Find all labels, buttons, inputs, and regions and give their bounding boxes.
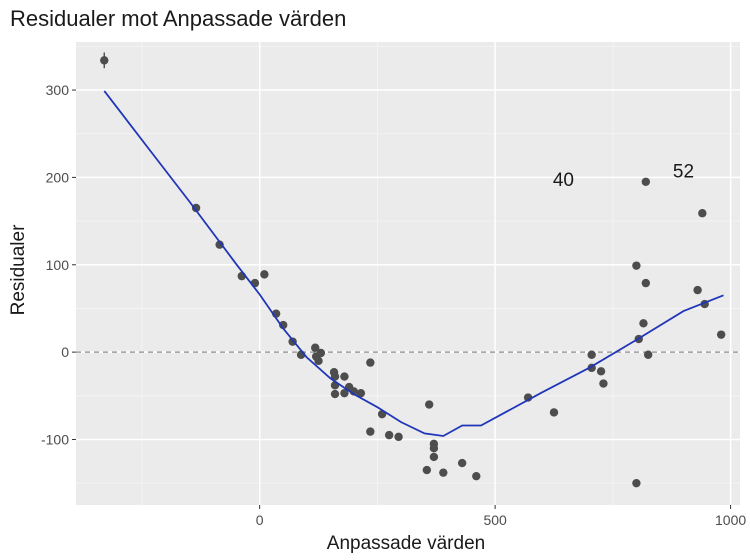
data-point [698,209,707,218]
data-point [394,432,403,442]
data-point [311,343,320,352]
x-tick-label: 500 [483,512,507,528]
data-point [632,261,641,270]
minor-gridlines [76,42,740,505]
x-axis-ticks: 0 500 1000 [256,505,746,528]
smooth-trend-line [103,90,724,437]
y-tick-label: 0 [61,344,69,360]
x-axis-title: Anpassade värden [327,533,485,554]
data-point [639,319,648,328]
data-point [439,468,448,477]
data-point [330,372,340,381]
data-point [457,458,467,468]
y-axis-title: Residualer [8,224,29,315]
annotation-label: 52 [673,161,694,182]
x-tick-label: 1000 [715,512,746,528]
data-point [366,358,375,367]
annotation-label: 40 [553,170,574,191]
data-point [384,430,394,440]
data-point [429,444,439,453]
data-point [215,240,224,249]
data-point [340,388,349,398]
chart-title: Residualer mot Anpassade värden [10,6,346,31]
data-point [366,427,375,436]
data-point [260,270,269,279]
data-point [314,356,323,366]
data-point [429,452,439,462]
data-point [316,348,326,358]
data-point [340,372,349,381]
data-point [632,478,641,488]
data-point [356,388,366,398]
data-point [549,408,559,417]
data-point [716,330,726,339]
data-point [424,400,434,409]
y-tick-label: -100 [41,431,69,447]
data-point [587,350,596,359]
data-point [641,278,651,288]
data-point [422,465,432,475]
data-point [279,320,288,330]
y-tick-label: 300 [46,82,70,98]
point-annotations: 40 52 [553,161,694,191]
y-tick-label: 100 [46,257,70,273]
data-point [472,471,481,481]
data-point [641,177,651,186]
x-tick-label: 0 [256,512,264,528]
data-point [599,379,608,388]
y-axis-ticks: -100 0 100 200 300 [41,82,76,447]
data-point [596,367,606,376]
data-point [191,203,201,213]
data-point [330,389,340,399]
data-point [643,350,653,359]
data-point [693,285,702,295]
y-tick-label: 200 [46,169,70,185]
plot-panel [76,42,740,505]
